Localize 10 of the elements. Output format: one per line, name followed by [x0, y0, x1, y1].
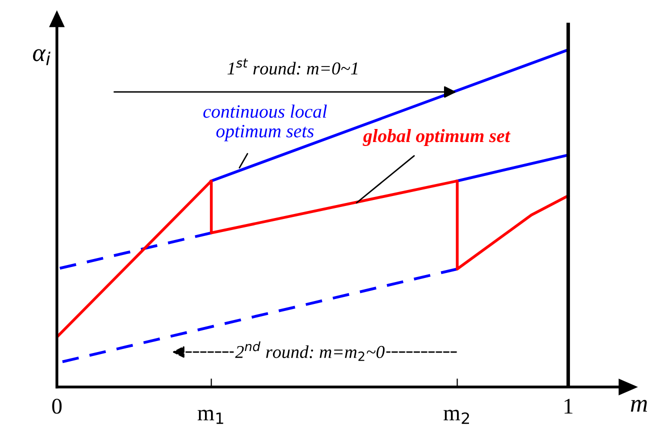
x-tick-label: 1 — [564, 398, 572, 414]
y-axis-title: α$_{i}$ — [33, 49, 50, 66]
annotation: continuous local optimum sets — [203, 104, 327, 142]
annotation: 1$^{st}$ round: m=0~1 — [228, 58, 358, 75]
annotation: 2$^{nd}$ round: m=m$_{2}$~0 — [235, 341, 385, 361]
text: m$_{2}$ — [444, 410, 469, 424]
annotation: global optimum set — [362, 129, 510, 146]
x-axis-title: m — [630, 400, 647, 412]
x-tick-label: 0 — [52, 398, 62, 414]
text: m$_{1}$ — [198, 410, 224, 424]
